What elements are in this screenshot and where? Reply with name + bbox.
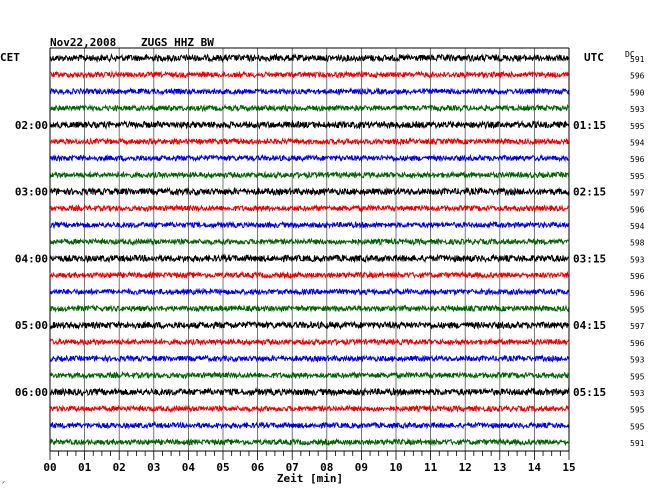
x-tick-label: 06	[251, 461, 265, 474]
dc-value: 593	[630, 389, 645, 398]
seismic-trace	[49, 70, 570, 79]
x-tick-label: 14	[528, 461, 542, 474]
dc-value: 593	[630, 356, 645, 365]
dc-value: 596	[630, 72, 645, 81]
cet-hour-label: 04:00	[15, 252, 48, 265]
seismic-trace	[49, 237, 570, 247]
dc-value: 593	[630, 255, 645, 264]
dc-value: 594	[630, 222, 645, 231]
seismic-trace	[49, 103, 570, 113]
cet-hour-label: 05:00	[15, 319, 48, 332]
seismic-trace	[49, 186, 570, 197]
seismic-trace	[49, 386, 570, 397]
x-tick-label: 11	[424, 461, 438, 474]
right-hour-labels: 01:15 02:15 03:15 04:15 05:15	[573, 119, 606, 399]
dc-value: 597	[630, 322, 645, 331]
x-tick-label: 12	[459, 461, 472, 474]
cet-hour-label: 03:00	[15, 186, 48, 199]
dc-value: 596	[630, 339, 645, 348]
cet-hour-label: 06:00	[15, 386, 48, 399]
x-tick-label: 15	[562, 461, 575, 474]
x-axis-title: Zeit [min]	[277, 472, 343, 485]
utc-hour-label: 01:15	[573, 119, 606, 132]
x-tick-label: 05	[216, 461, 229, 474]
seismic-trace	[49, 87, 570, 96]
seismic-trace	[49, 136, 570, 146]
trace-group	[49, 52, 570, 447]
chart-station: ZUGS HHZ BW	[141, 36, 214, 49]
seismic-trace	[49, 420, 570, 430]
dc-value: 596	[630, 205, 645, 214]
dc-value: 591	[630, 439, 645, 448]
right-timezone-label: UTC	[584, 51, 604, 64]
utc-hour-label: 02:15	[573, 186, 606, 199]
seismic-trace	[49, 253, 570, 264]
x-tick-label: 03	[147, 461, 160, 474]
dc-value: 590	[630, 88, 645, 97]
seismic-trace	[50, 320, 570, 331]
x-tick-label: 13	[493, 461, 506, 474]
x-tick-label: 10	[389, 461, 402, 474]
chart-date: Nov22,2008	[50, 36, 116, 49]
dc-value: 595	[630, 422, 645, 431]
dc-value: 595	[630, 406, 645, 415]
x-tick-label: 09	[355, 461, 368, 474]
seismic-trace	[49, 404, 570, 414]
seismic-trace	[49, 337, 570, 347]
dc-value: 596	[630, 272, 645, 281]
utc-hour-label: 03:15	[573, 252, 606, 265]
seismic-trace	[49, 119, 569, 130]
x-tick-label: 00	[43, 461, 56, 474]
dc-value: 593	[630, 105, 645, 114]
seismic-trace	[49, 354, 570, 364]
x-tick-label: 08	[320, 461, 333, 474]
seismic-trace	[49, 170, 570, 180]
seismic-trace	[50, 203, 570, 213]
dc-value: 595	[630, 172, 645, 181]
dc-value: 596	[630, 289, 645, 298]
seismic-trace	[49, 437, 570, 447]
seismic-trace	[49, 370, 570, 380]
dc-column-label: DC	[625, 50, 635, 59]
seismic-trace	[49, 52, 570, 64]
cet-hour-label: 02:00	[15, 119, 48, 132]
utc-hour-label: 05:15	[573, 386, 606, 399]
seismic-trace	[49, 287, 570, 297]
utc-hour-label: 04:15	[573, 319, 606, 332]
dc-value: 598	[630, 239, 645, 248]
seismic-trace	[49, 270, 570, 280]
dc-value: 591	[630, 55, 645, 64]
dc-value: 594	[630, 139, 645, 148]
seismic-trace	[49, 153, 570, 163]
dc-value: 595	[630, 122, 645, 131]
x-tick-label: 01	[78, 461, 92, 474]
seismic-trace	[49, 220, 570, 230]
left-hour-labels: 02:00 03:00 04:00 05:00 06:00	[15, 119, 48, 399]
dc-value: 595	[630, 306, 645, 315]
dc-value-labels: 591 596 590 593 595 594 596 595 597 596 594 598 593 5…	[630, 55, 645, 448]
x-axis: 00 01 02 03 04 05 06 07 08 09 10 11 12 13 14 15	[43, 451, 576, 474]
x-tick-label: 04	[182, 461, 196, 474]
dc-value: 596	[630, 155, 645, 164]
dc-value: 597	[630, 189, 645, 198]
dc-value: 595	[630, 372, 645, 381]
x-tick-label: 02	[113, 461, 126, 474]
left-timezone-label: CET	[0, 51, 20, 64]
x-tick-label: 07	[286, 461, 299, 474]
corner-mark: ᐟ	[2, 480, 5, 488]
seismic-trace	[49, 303, 570, 313]
